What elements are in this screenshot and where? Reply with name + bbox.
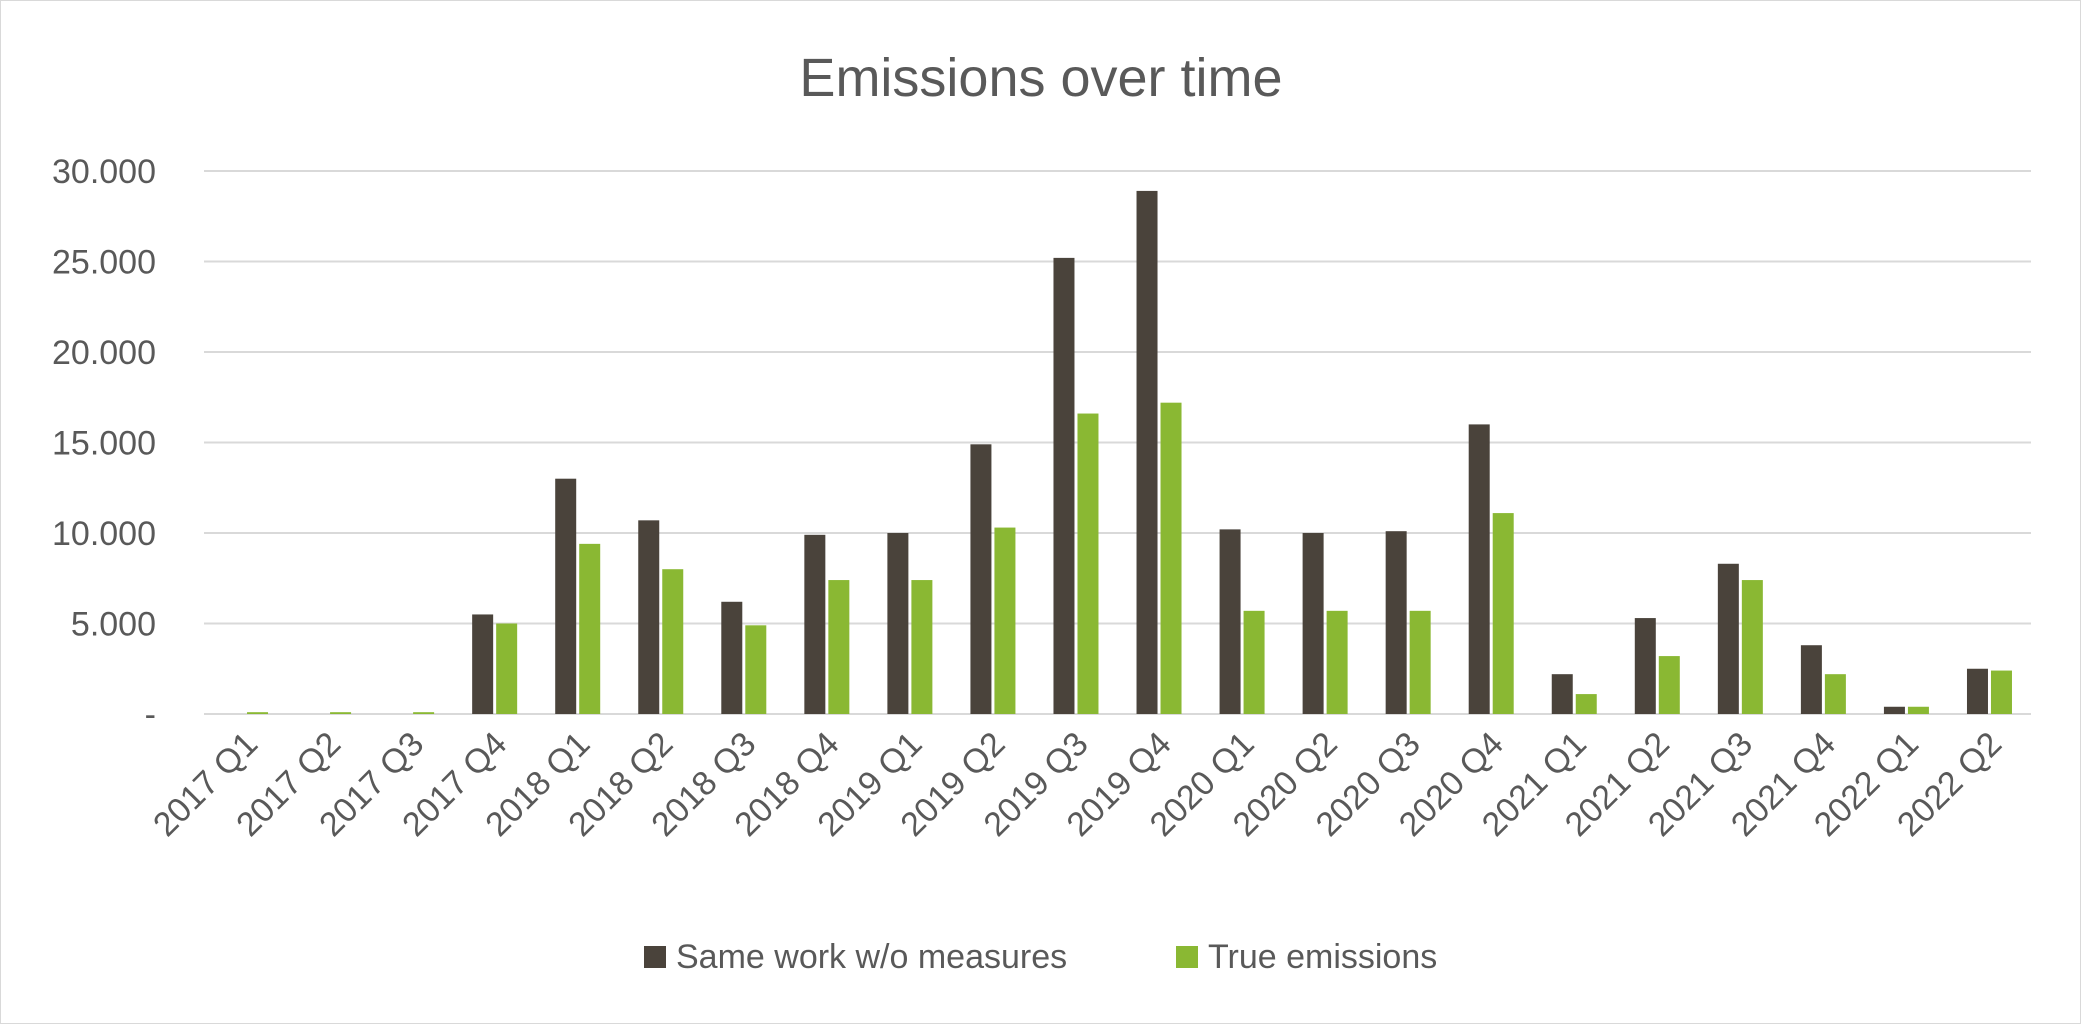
bar-true-emissions — [1160, 402, 1182, 714]
bar-same-work — [1468, 424, 1490, 714]
legend-label: True emissions — [1208, 938, 1437, 976]
y-tick-label: 10.000 — [52, 515, 156, 553]
bar-same-work — [721, 601, 743, 714]
bar-same-work — [1966, 668, 1988, 714]
bar-same-work — [472, 614, 494, 714]
bar-same-work — [970, 444, 992, 714]
bar-true-emissions — [1326, 610, 1348, 714]
bar-true-emissions — [496, 623, 518, 714]
legend-swatch — [644, 946, 666, 968]
bar-true-emissions — [662, 569, 684, 714]
bar-true-emissions — [745, 625, 767, 714]
legend: Same work w/o measures True emissions — [644, 938, 1437, 976]
bar-same-work — [804, 534, 826, 714]
legend-swatch — [1176, 946, 1198, 968]
y-tick-label: 15.000 — [52, 425, 156, 463]
bar-same-work — [1551, 674, 1573, 714]
chart-title: Emissions over time — [799, 48, 1282, 108]
y-tick-label: 20.000 — [52, 334, 156, 372]
bar-true-emissions — [1492, 513, 1514, 714]
y-tick-label: 5.000 — [71, 606, 156, 644]
bar-true-emissions — [1077, 413, 1099, 714]
bar-true-emissions — [1990, 670, 2012, 714]
bar-same-work — [1385, 531, 1407, 714]
y-tick-label: 30.000 — [52, 153, 156, 191]
bar-same-work — [555, 478, 577, 714]
bar-true-emissions — [413, 712, 435, 714]
bar-same-work — [1302, 533, 1324, 714]
bar-same-work — [1634, 618, 1656, 714]
bar-same-work — [1219, 529, 1241, 714]
y-axis-ticks: - 5.000 10.000 15.000 20.000 25.000 30.000 — [52, 153, 156, 734]
bar-same-work — [638, 520, 660, 714]
y-tick-label: - — [145, 696, 156, 734]
bar-true-emissions — [579, 543, 601, 714]
bar-same-work — [1883, 706, 1905, 714]
bar-same-work — [887, 533, 909, 714]
bar-true-emissions — [994, 527, 1016, 714]
bar-same-work — [1136, 190, 1158, 714]
bar-true-emissions — [1658, 656, 1680, 714]
bar-true-emissions — [1824, 674, 1846, 714]
bar-true-emissions — [828, 580, 850, 714]
bar-true-emissions — [247, 712, 269, 714]
bar-same-work — [1717, 563, 1739, 714]
bar-true-emissions — [1243, 610, 1265, 714]
bar-same-work — [1800, 645, 1822, 714]
bar-true-emissions — [1907, 706, 1929, 714]
bar-true-emissions — [1409, 610, 1431, 714]
y-tick-label: 25.000 — [52, 244, 156, 282]
bar-true-emissions — [1741, 580, 1763, 714]
bars — [247, 190, 2012, 714]
bar-same-work — [1053, 257, 1075, 714]
bar-true-emissions — [330, 712, 352, 714]
bar-true-emissions — [1575, 694, 1597, 714]
bar-true-emissions — [911, 580, 933, 714]
legend-label: Same work w/o measures — [676, 938, 1067, 976]
